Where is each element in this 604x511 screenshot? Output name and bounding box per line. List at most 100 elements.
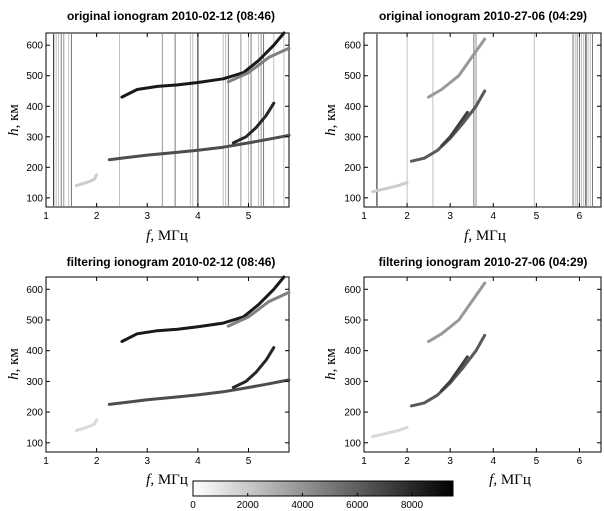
ionogram-traces bbox=[74, 31, 291, 188]
plot-area bbox=[45, 32, 290, 208]
colorbar-tick-label: 8000 bbox=[401, 500, 424, 511]
trace bbox=[226, 290, 291, 328]
panel-title: original ionogram 2010-02-12 (08:46) bbox=[67, 9, 275, 23]
y-tick-label: 100 bbox=[344, 438, 361, 449]
trace bbox=[107, 133, 291, 162]
x-axis-label: f, МГц bbox=[489, 472, 531, 488]
x-tick-label: 1 bbox=[43, 211, 49, 222]
colorbar-tick-label: 4000 bbox=[291, 500, 314, 511]
plot-area bbox=[363, 276, 602, 453]
panel-title: original ionogram 2010-27-06 (04:29) bbox=[379, 9, 587, 23]
x-tick-label: 5 bbox=[534, 211, 540, 222]
x-tick-label: 3 bbox=[144, 456, 150, 467]
x-tick-label: 1 bbox=[361, 211, 367, 222]
trace bbox=[74, 418, 99, 432]
x-axis-label: f, МГц bbox=[464, 228, 506, 244]
y-tick-label: 300 bbox=[26, 132, 43, 143]
plot-area bbox=[45, 276, 290, 453]
x-tick-label: 2 bbox=[94, 456, 100, 467]
panel-original-1: original ionogram 2010-02-12 (08:46) 1 2 3… bbox=[6, 9, 291, 244]
plot-area bbox=[363, 32, 602, 208]
colorbar-gradient bbox=[192, 480, 454, 497]
x-tick-label: 2 bbox=[404, 211, 410, 222]
x-ticks: 1 2 3 4 5 6 bbox=[361, 33, 583, 222]
trace bbox=[120, 31, 286, 99]
x-tick-label: 5 bbox=[534, 456, 540, 467]
y-tick-label: 400 bbox=[344, 102, 361, 113]
x-tick-label: 4 bbox=[195, 211, 201, 222]
y-tick-label: 300 bbox=[344, 132, 361, 143]
colorbar-tick-label: 2000 bbox=[237, 500, 260, 511]
x-tick-label: 4 bbox=[490, 211, 496, 222]
colorbar-tick-label: 6000 bbox=[346, 500, 369, 511]
x-tick-label: 1 bbox=[43, 456, 49, 467]
panel-title: filtering ionogram 2010-02-12 (08:46) bbox=[67, 255, 276, 269]
x-tick-label: 4 bbox=[195, 456, 201, 467]
y-axis-label: h, км bbox=[323, 104, 339, 136]
trace bbox=[226, 46, 291, 84]
colorbar-ticks: 0 2000 4000 6000 8000 bbox=[190, 493, 424, 511]
panel-title: filtering ionogram 2010-27-06 (04:29) bbox=[379, 255, 588, 269]
trace bbox=[231, 346, 276, 389]
x-tick-label: 6 bbox=[577, 456, 583, 467]
panel-original-2: original ionogram 2010-27-06 (04:29) 1 2 3… bbox=[323, 9, 602, 244]
ionogram-traces bbox=[371, 37, 487, 194]
y-axis-label: h, км bbox=[323, 348, 339, 380]
trace bbox=[371, 425, 409, 439]
x-ticks: 1 2 3 4 5 bbox=[43, 33, 252, 222]
y-ticks: 100 200 300 400 500 600 bbox=[26, 41, 289, 204]
x-tick-label: 3 bbox=[447, 456, 453, 467]
y-tick-label: 500 bbox=[26, 315, 43, 326]
y-tick-label: 200 bbox=[26, 163, 43, 174]
trace bbox=[107, 378, 291, 406]
y-tick-label: 600 bbox=[344, 41, 361, 52]
x-tick-label: 3 bbox=[447, 211, 453, 222]
noise-lines bbox=[376, 34, 593, 206]
ionogram-traces bbox=[371, 281, 487, 439]
x-tick-label: 5 bbox=[246, 456, 252, 467]
colorbar-tick-label: 0 bbox=[190, 500, 196, 511]
x-tick-label: 2 bbox=[94, 211, 100, 222]
x-ticks: 1 2 3 4 5 bbox=[43, 277, 252, 467]
ionogram-traces bbox=[74, 275, 291, 432]
x-axis-label: f, МГц bbox=[146, 472, 188, 488]
y-tick-label: 600 bbox=[344, 285, 361, 296]
y-ticks: 100 200 300 400 500 600 bbox=[344, 285, 601, 449]
y-tick-label: 300 bbox=[26, 377, 43, 388]
y-tick-label: 400 bbox=[26, 102, 43, 113]
y-tick-label: 600 bbox=[26, 285, 43, 296]
trace bbox=[120, 275, 286, 343]
y-tick-label: 400 bbox=[344, 346, 361, 357]
noise-lines bbox=[52, 34, 285, 206]
y-tick-label: 100 bbox=[26, 438, 43, 449]
x-tick-label: 2 bbox=[404, 456, 410, 467]
x-tick-label: 3 bbox=[144, 211, 150, 222]
y-ticks: 100 200 300 400 500 600 bbox=[344, 41, 601, 204]
y-tick-label: 100 bbox=[26, 193, 43, 204]
y-tick-label: 500 bbox=[26, 71, 43, 82]
trace bbox=[440, 355, 469, 393]
panel-filtering-1: filtering ionogram 2010-02-12 (08:46) 1 2… bbox=[6, 255, 291, 488]
y-tick-label: 200 bbox=[344, 408, 361, 419]
x-ticks: 1 2 3 4 5 6 bbox=[361, 277, 583, 467]
y-tick-label: 500 bbox=[344, 71, 361, 82]
y-tick-label: 500 bbox=[344, 315, 361, 326]
trace bbox=[427, 281, 487, 343]
y-ticks: 100 200 300 400 500 600 bbox=[26, 285, 289, 449]
x-axis-label: f, МГц bbox=[146, 228, 188, 244]
trace bbox=[371, 181, 409, 194]
y-tick-label: 200 bbox=[26, 408, 43, 419]
panel-filtering-2: filtering ionogram 2010-27-06 (04:29) 1 2… bbox=[323, 255, 602, 488]
colorbar: 0 2000 4000 6000 8000 bbox=[190, 480, 454, 511]
y-axis-label: h, км bbox=[6, 104, 22, 136]
y-tick-label: 600 bbox=[26, 41, 43, 52]
x-tick-label: 1 bbox=[361, 456, 367, 467]
x-tick-label: 5 bbox=[246, 211, 252, 222]
trace bbox=[440, 110, 469, 148]
trace bbox=[427, 37, 487, 99]
trace bbox=[231, 101, 276, 145]
y-tick-label: 200 bbox=[344, 163, 361, 174]
y-axis-label: h, км bbox=[6, 348, 22, 380]
x-tick-label: 4 bbox=[490, 456, 496, 467]
